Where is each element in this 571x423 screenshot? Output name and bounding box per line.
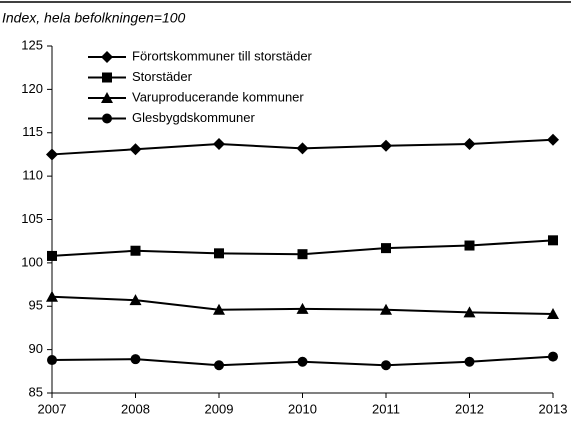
y-tick-label: 85 — [29, 384, 43, 399]
y-tick-label: 100 — [21, 254, 43, 269]
legend-label: Varuproducerande kommuner — [132, 89, 304, 104]
marker — [129, 294, 142, 306]
marker — [46, 290, 58, 302]
x-tick-label: 2010 — [288, 401, 317, 416]
marker — [296, 302, 309, 314]
marker — [214, 248, 224, 259]
y-tick-label: 120 — [21, 81, 43, 96]
y-tick-label: 90 — [29, 341, 43, 356]
y-tick-label: 110 — [22, 168, 43, 183]
marker — [130, 354, 141, 365]
y-tick-label: 95 — [29, 298, 43, 313]
x-tick-label: 2008 — [121, 401, 150, 416]
marker — [464, 356, 475, 367]
marker — [129, 143, 142, 156]
legend-marker — [101, 51, 113, 63]
marker — [214, 360, 224, 371]
marker — [47, 355, 57, 366]
marker — [297, 356, 308, 367]
marker — [380, 303, 392, 315]
marker — [548, 351, 558, 362]
legend-marker — [102, 72, 112, 83]
x-tick-label: 2011 — [372, 401, 400, 416]
legend-marker — [102, 113, 112, 124]
marker — [548, 235, 558, 246]
marker — [547, 133, 559, 146]
marker — [297, 249, 308, 260]
marker — [213, 303, 225, 315]
marker — [47, 250, 57, 261]
x-tick-label: 2009 — [205, 401, 234, 416]
marker — [464, 240, 475, 251]
y-tick-label: 105 — [21, 211, 43, 226]
marker — [463, 138, 476, 151]
legend-marker — [101, 92, 113, 103]
marker — [46, 148, 58, 161]
legend-label: Storstäder — [132, 69, 193, 84]
marker — [296, 142, 309, 155]
marker — [381, 243, 391, 254]
marker — [130, 245, 141, 256]
marker — [380, 139, 392, 152]
y-tick-label: 125 — [21, 37, 43, 52]
marker — [381, 360, 391, 371]
marker — [463, 306, 476, 318]
legend-label: Förortskommuner till storstäder — [132, 48, 313, 63]
legend-label: Glesbygdskommuner — [132, 110, 255, 125]
x-tick-label: 2007 — [38, 401, 67, 416]
marker — [547, 308, 559, 320]
x-tick-label: 2013 — [539, 401, 568, 416]
x-tick-label: 2012 — [455, 401, 484, 416]
y-tick-label: 115 — [22, 124, 43, 139]
chart-title: Index, hela befolkningen=100 — [2, 10, 186, 26]
marker — [213, 138, 225, 151]
